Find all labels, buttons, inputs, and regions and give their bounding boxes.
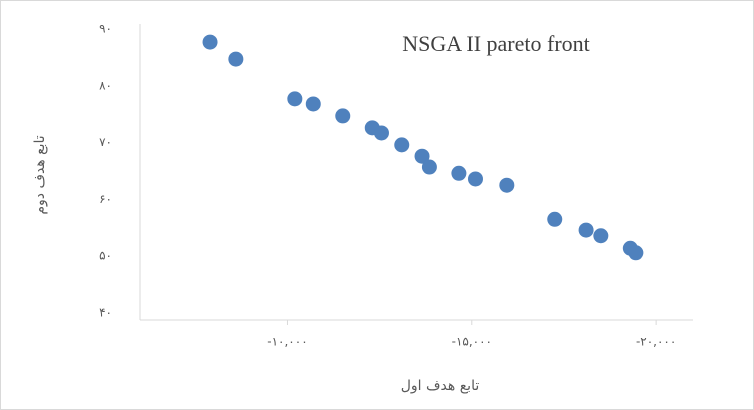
- y-tick-label: ۹۰: [99, 22, 112, 36]
- scatter-point: [228, 51, 244, 67]
- scatter-point: [467, 171, 483, 187]
- scatter-point: [394, 137, 410, 153]
- x-tick-label: -۱۵,۰۰۰: [452, 335, 492, 349]
- y-tick-label: ۶۰: [99, 192, 112, 206]
- y-tick-label: ۷۰: [99, 135, 112, 149]
- scatter-point: [373, 125, 389, 141]
- x-tick-label: -۱۰,۰۰۰: [267, 335, 307, 349]
- x-tick-label: -۲۰,۰۰۰: [636, 335, 676, 349]
- scatter-point: [451, 165, 467, 181]
- scatter-point: [287, 91, 303, 107]
- scatter-point: [335, 108, 351, 124]
- scatter-point: [547, 211, 563, 227]
- scatter-point: [414, 148, 430, 164]
- y-tick-label: ۸۰: [99, 78, 112, 92]
- chart-title: NSGA II pareto front: [402, 31, 590, 56]
- x-axis-label: تابع هدف اول: [401, 378, 480, 394]
- scatter-point: [202, 34, 218, 50]
- scatter-point: [421, 159, 437, 175]
- y-tick-label: ۵۰: [99, 249, 112, 263]
- y-axis-label: تابع هدف دوم: [32, 135, 48, 214]
- y-tick-label: ۴۰: [99, 306, 112, 320]
- scatter-point: [578, 222, 594, 238]
- scatter-point: [499, 177, 515, 193]
- scatter-point: [593, 228, 609, 244]
- scatter-point: [628, 245, 644, 261]
- scatter-point: [305, 96, 321, 112]
